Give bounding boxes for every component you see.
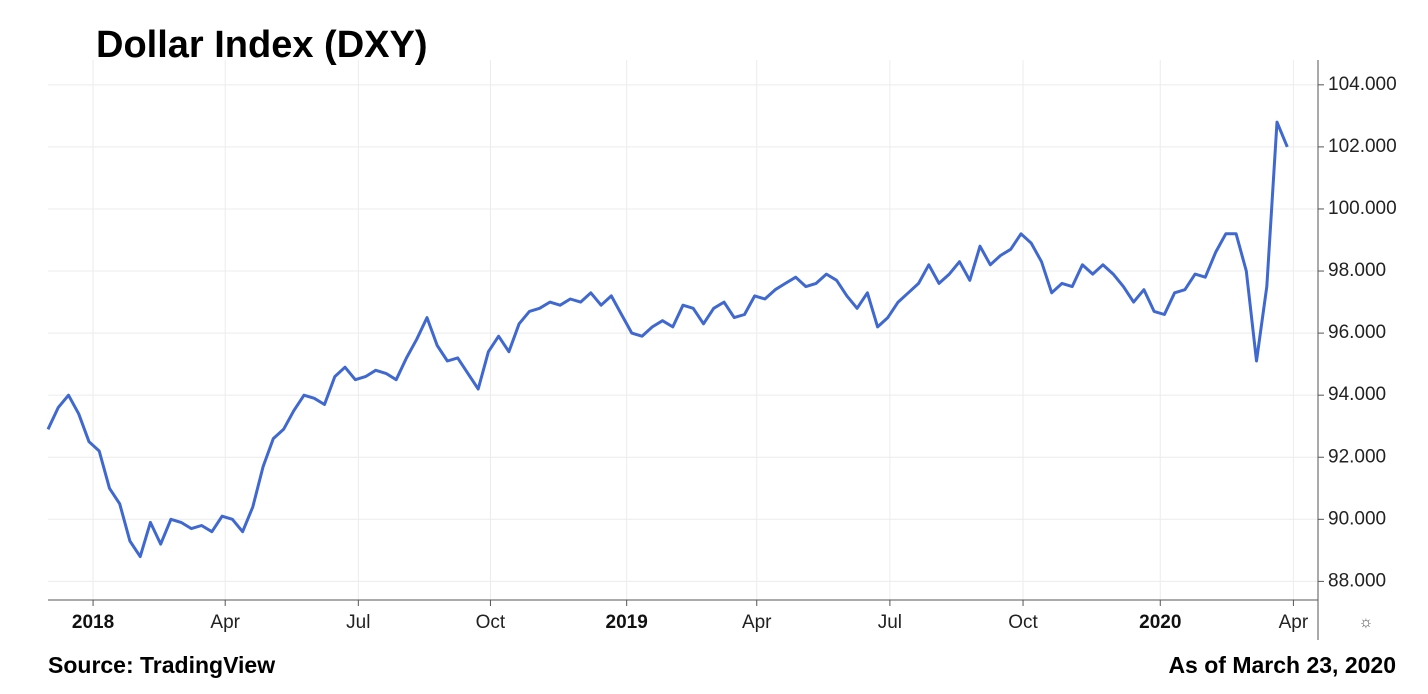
y-tick-label: 90.000 <box>1328 508 1386 529</box>
x-tick-label: 2019 <box>606 612 648 633</box>
chart-title: Dollar Index (DXY) <box>96 24 428 66</box>
x-tick-label: Apr <box>742 612 772 633</box>
y-tick-label: 102.000 <box>1328 136 1397 157</box>
x-tick-label: Jul <box>346 612 370 633</box>
y-tick-label: 94.000 <box>1328 384 1386 405</box>
series-line <box>46 120 1289 559</box>
x-tick-label: Jul <box>878 612 902 633</box>
x-tick-label: Apr <box>210 612 240 633</box>
y-tick-label: 100.000 <box>1328 198 1397 219</box>
y-tick-label: 92.000 <box>1328 446 1386 467</box>
x-tick-label: Oct <box>1008 612 1038 633</box>
x-tick-label: 2018 <box>72 612 114 633</box>
y-tick-label: 104.000 <box>1328 74 1397 95</box>
y-tick-label: 98.000 <box>1328 260 1386 281</box>
y-tick-label: 88.000 <box>1328 570 1386 591</box>
x-tick-label: 2020 <box>1139 612 1181 633</box>
x-tick-label: Apr <box>1279 612 1309 633</box>
settings-icon[interactable]: ☼ <box>1359 614 1374 631</box>
y-tick-label: 96.000 <box>1328 322 1386 343</box>
x-tick-label: Oct <box>476 612 506 633</box>
as-of: As of March 23, 2020 <box>1168 652 1396 678</box>
source: Source: TradingView <box>48 652 275 678</box>
